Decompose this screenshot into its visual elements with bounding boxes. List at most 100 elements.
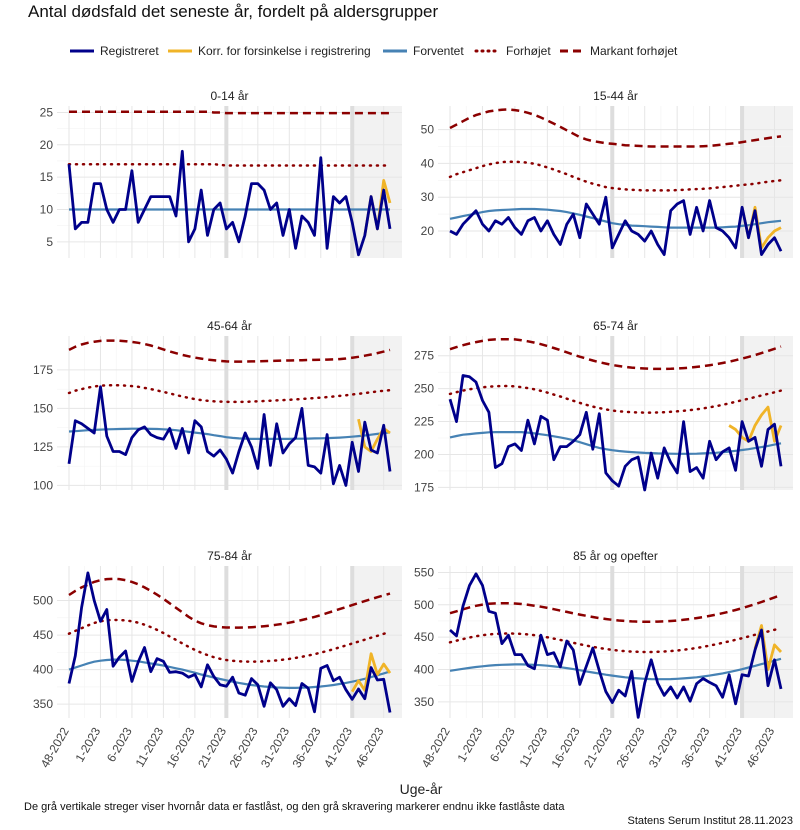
unlocked-shade [742, 336, 793, 490]
y-tick-label: 450 [33, 628, 53, 642]
series-forventet [68, 427, 391, 440]
x-tick-label: 1-2023 [73, 725, 104, 765]
x-tick-label: 21-2023 [195, 725, 229, 770]
series-registreret [67, 149, 392, 257]
series-forventet [449, 431, 782, 455]
x-tick-label: 41-2023 [711, 725, 745, 770]
y-tick-label: 500 [414, 598, 434, 612]
x-tick-label: 21-2023 [581, 725, 615, 770]
y-tick-label: 550 [414, 565, 434, 579]
x-tick-label: 41-2023 [321, 725, 355, 770]
panel-75-84-r: 75-84 år 48-2022 1-2023 6-202311-202316-202… [33, 549, 402, 770]
series-registreret [449, 195, 783, 256]
y-tick-label: 15 [40, 170, 54, 184]
panel-title: 75-84 år [207, 549, 252, 563]
legend-label-forhojet: Forhøjet [506, 44, 551, 58]
x-tick-label: 46-2023 [743, 725, 777, 770]
unlocked-shade [352, 566, 402, 718]
series-korr [350, 652, 392, 693]
y-tick-label: 175 [414, 480, 434, 494]
y-tick-label: 100 [33, 478, 53, 492]
y-tick-label: 225 [414, 415, 434, 429]
series-markant-forhojet [69, 110, 390, 115]
panel-0-14-r: 0-14 år 5 10 15 20 25 [40, 89, 402, 258]
series-markant-forhojet [449, 593, 782, 624]
y-tick-label: 500 [33, 594, 53, 608]
panel-title: 65-74 år [593, 319, 638, 333]
series-forhojet [67, 384, 392, 404]
series-forhojet [448, 160, 783, 192]
legend-label-forventet: Forventet [413, 44, 464, 58]
x-tick-label: 26-2023 [227, 725, 261, 770]
series-forhojet [448, 626, 783, 654]
panel-title: 15-44 år [593, 89, 638, 103]
y-tick-label: 400 [33, 663, 53, 677]
x-tick-label: 31-2023 [646, 725, 680, 770]
x-tick-label: 11-2023 [133, 725, 167, 770]
series-markant-forhojet [449, 108, 782, 148]
unlocked-shade [742, 566, 793, 718]
series-korr [728, 405, 783, 443]
y-tick-label: 25 [40, 105, 54, 119]
series-registreret [449, 572, 783, 719]
x-tick-label: 1-2023 [455, 725, 486, 765]
series-registreret [67, 571, 392, 714]
legend-label-korr: Korr. for forsinkelse i registrering [198, 44, 371, 58]
chart-title: Antal dødsfald det seneste år, fordelt p… [28, 2, 438, 21]
y-tick-label: 10 [40, 202, 54, 216]
x-tick-label: 6-2023 [487, 725, 518, 765]
y-tick-label: 200 [414, 447, 434, 461]
panel-title: 85 år og opefter [573, 549, 658, 563]
series-forhojet [67, 162, 392, 167]
x-axis-title: Uge-år [400, 781, 443, 797]
legend-label-markant: Markant forhøjet [590, 44, 678, 58]
panel-85-r-og-opefter: 85 år og opefter 48-2022 1-2023 6-202311-20… [414, 549, 793, 770]
panel-65-74-r: 65-74 år 175 200 225 250 275 [414, 319, 793, 494]
y-tick-label: 20 [40, 138, 54, 152]
legend: Registreret Korr. for forsinkelse i regi… [70, 44, 678, 58]
legend-label-registreret: Registreret [100, 44, 159, 58]
y-tick-label: 175 [33, 363, 53, 377]
series-registreret [448, 374, 783, 492]
x-tick-label: 11-2023 [517, 725, 551, 770]
series-forhojet [448, 384, 783, 414]
x-tick-label: 48-2022 [419, 725, 453, 770]
series-markant-forhojet [68, 577, 391, 629]
panel-title: 0-14 år [210, 89, 248, 103]
y-tick-label: 250 [414, 382, 434, 396]
x-tick-label: 31-2023 [258, 725, 292, 770]
y-tick-label: 400 [414, 662, 434, 676]
y-tick-label: 150 [33, 401, 53, 415]
y-tick-label: 30 [421, 190, 435, 204]
facet-panels: 0-14 år 5 10 15 20 25 15-44 år 20 30 40 50 45-64 år… [33, 89, 793, 770]
x-tick-label: 26-2023 [613, 725, 647, 770]
series-markant-forhojet [449, 337, 782, 371]
y-tick-label: 350 [33, 697, 53, 711]
x-tick-label: 6-2023 [104, 725, 135, 765]
x-tick-label: 36-2023 [678, 725, 712, 770]
y-tick-label: 5 [46, 235, 53, 249]
y-tick-label: 40 [421, 156, 435, 170]
y-tick-label: 350 [414, 695, 434, 709]
series-registreret [67, 385, 392, 487]
series-forventet [449, 207, 782, 229]
panel-45-64-r: 45-64 år 100 125 150 175 [33, 319, 402, 492]
y-tick-label: 20 [421, 224, 435, 238]
panel-15-44-r: 15-44 år 20 30 40 50 [421, 89, 793, 258]
y-tick-label: 50 [421, 123, 435, 137]
source-caption: Statens Serum Institut 28.11.2023 [627, 815, 793, 827]
x-tick-label: 46-2023 [352, 725, 386, 770]
y-tick-label: 275 [414, 349, 434, 363]
y-tick-label: 125 [33, 440, 53, 454]
y-tick-label: 450 [414, 630, 434, 644]
x-tick-label: 48-2022 [38, 725, 72, 770]
series-forventet [449, 657, 782, 681]
x-tick-label: 16-2023 [164, 725, 198, 770]
x-tick-label: 36-2023 [289, 725, 323, 770]
unlocked-shade [352, 106, 402, 258]
panel-title: 45-64 år [207, 319, 252, 333]
footnote: De grå vertikale streger viser hvornår d… [24, 801, 565, 813]
x-tick-label: 16-2023 [549, 725, 583, 770]
series-forhojet [67, 618, 392, 663]
